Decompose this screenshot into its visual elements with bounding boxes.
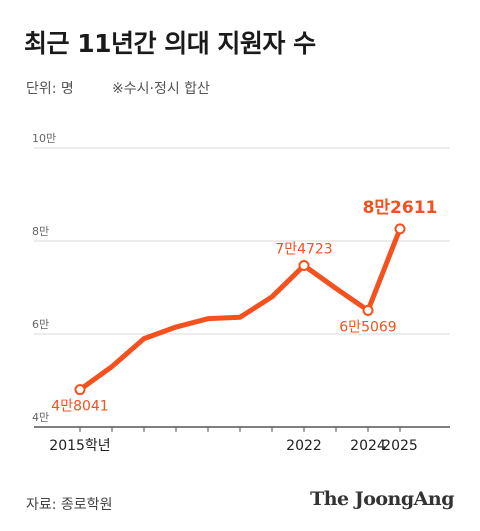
y-tick-label: 4만 — [32, 411, 49, 424]
data-label: 6만5069 — [339, 319, 396, 335]
unit-label: 단위: 명 — [26, 81, 74, 97]
data-label: 7만4723 — [275, 242, 332, 258]
data-label: 4만8041 — [51, 399, 108, 415]
data-point-marker — [298, 260, 310, 272]
note-label: ※수시·정시 합산 — [112, 81, 210, 97]
x-tick-label: 2025 — [382, 438, 418, 454]
y-tick-label: 10만 — [32, 132, 56, 145]
chart-title: 최근 11년간 의대 지원자 수 — [24, 29, 316, 58]
series-line — [77, 226, 403, 393]
data-point-marker — [394, 223, 406, 235]
y-tick-label: 6만 — [32, 318, 49, 331]
data-label: 8만2611 — [363, 198, 438, 218]
data-point-marker — [362, 304, 374, 316]
x-tick-label: 2015학년 — [49, 438, 110, 454]
x-tick-label: 2024 — [350, 438, 386, 454]
y-tick-label: 8만 — [32, 225, 49, 238]
source-label: 자료: 종로학원 — [26, 497, 113, 513]
x-tick-label: 2022 — [286, 438, 322, 454]
brand-logo: The JoongAng — [310, 488, 454, 510]
data-point-marker — [74, 384, 86, 396]
